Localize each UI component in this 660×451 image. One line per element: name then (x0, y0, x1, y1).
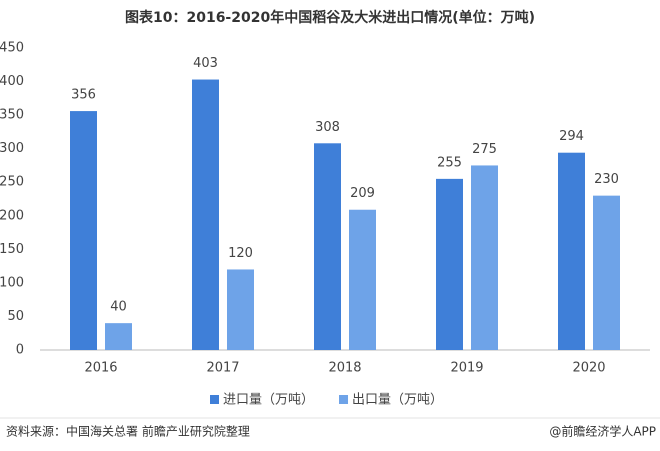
y-tick-label: 150 (0, 242, 24, 257)
value-label: 275 (472, 142, 497, 157)
y-tick-label: 350 (0, 108, 24, 123)
y-tick-label: 300 (0, 141, 24, 156)
bar (471, 165, 498, 350)
source: 资料来源：中国海关总署 前瞻产业研究院整理 (6, 424, 250, 439)
value-label: 308 (315, 120, 340, 135)
legend-label: 出口量（万吨） (352, 393, 443, 408)
legend-label: 进口量（万吨） (223, 393, 314, 408)
value-label: 255 (437, 155, 462, 170)
bar (593, 195, 620, 350)
bar (227, 269, 254, 350)
x-tick-label: 2020 (572, 361, 605, 376)
x-tick-label: 2017 (206, 361, 239, 376)
y-tick-label: 50 (7, 309, 24, 324)
bar (314, 143, 341, 350)
chart-title: 图表10：2016-2020年中国稻谷及大米进出口情况(单位：万吨) (125, 9, 535, 26)
bar (558, 152, 585, 350)
y-tick-label: 100 (0, 275, 24, 290)
value-label: 356 (71, 88, 96, 103)
bar (192, 79, 219, 350)
bar (105, 323, 132, 350)
y-tick-label: 450 (0, 41, 24, 56)
value-label: 40 (110, 300, 127, 315)
y-tick-label: 200 (0, 208, 24, 223)
y-tick-label: 0 (16, 343, 24, 358)
bar (349, 209, 376, 350)
x-tick-label: 2016 (84, 361, 117, 376)
value-label: 209 (350, 186, 375, 201)
y-tick-label: 250 (0, 175, 24, 190)
x-tick-label: 2018 (328, 361, 361, 376)
value-label: 403 (193, 56, 218, 71)
legend-swatch (339, 395, 349, 404)
value-label: 230 (594, 172, 619, 187)
value-label: 294 (559, 129, 584, 144)
legend-swatch (210, 395, 219, 404)
x-tick-label: 2019 (450, 361, 483, 376)
value-label: 120 (228, 246, 253, 261)
bar (70, 111, 97, 350)
credit: @前瞻经济学人APP (549, 424, 656, 439)
bar (436, 178, 463, 350)
y-tick-label: 400 (0, 74, 24, 89)
